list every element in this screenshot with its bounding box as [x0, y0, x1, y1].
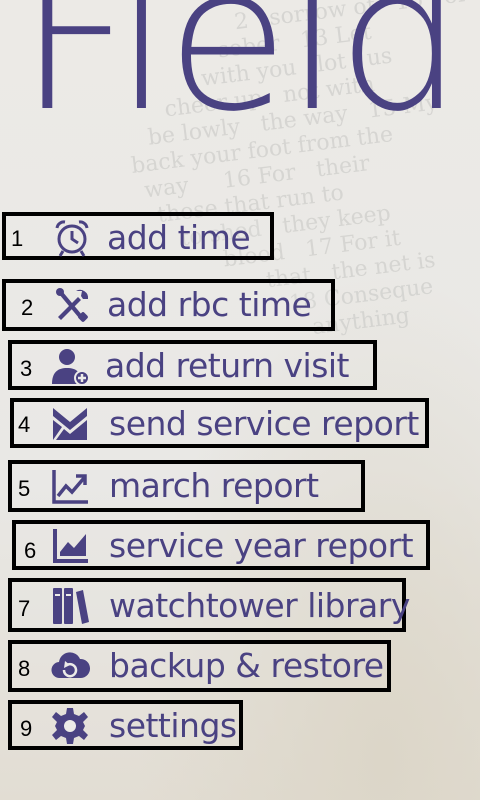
- app-title: Field S: [18, 0, 480, 156]
- gear-icon: [50, 706, 90, 746]
- menu-item-label: service year report: [109, 526, 414, 565]
- menu-item-label: watchtower library: [109, 586, 410, 625]
- library-books-icon: [50, 586, 90, 626]
- menu-item-label: settings: [109, 706, 237, 745]
- menu-item-service-year-report[interactable]: 6 service year report: [12, 520, 430, 570]
- menu-item-label: add time: [107, 218, 251, 257]
- menu-item-add-return-visit[interactable]: 3 add return visit: [8, 340, 377, 390]
- menu-item-march-report[interactable]: 5 march report: [8, 460, 365, 512]
- menu-item-label: send service report: [109, 404, 419, 443]
- menu-item-number: 9: [20, 716, 33, 741]
- area-chart-icon: [50, 526, 90, 566]
- send-mail-icon: [50, 404, 90, 444]
- menu-item-number: 5: [18, 476, 31, 501]
- menu-item-number: 3: [20, 356, 33, 381]
- menu-item-number: 6: [24, 538, 37, 563]
- menu-item-label: add return visit: [105, 346, 350, 385]
- line-chart-icon: [50, 466, 90, 506]
- add-person-icon: [50, 346, 90, 386]
- cloud-sync-icon: [50, 646, 90, 686]
- menu-item-send-service-report[interactable]: 4 send service report: [10, 398, 429, 448]
- menu-item-number: 4: [18, 412, 31, 437]
- menu-item-number: 8: [18, 656, 31, 681]
- menu-item-number: 1: [11, 226, 24, 251]
- menu-item-number: 2: [21, 295, 34, 320]
- menu-item-label: march report: [109, 466, 319, 505]
- menu-item-add-rbc-time[interactable]: 2 add rbc time: [2, 279, 335, 331]
- menu-item-number: 7: [18, 596, 31, 621]
- menu-item-watchtower-library[interactable]: 7 watchtower library: [8, 578, 410, 632]
- menu-item-add-time[interactable]: 1 add time: [2, 212, 274, 260]
- menu-item-settings[interactable]: 9 settings: [8, 700, 243, 750]
- menu-item-label: add rbc time: [107, 285, 312, 324]
- tools-icon: [52, 285, 92, 325]
- menu-item-backup-restore[interactable]: 8 backup & restore: [8, 640, 391, 692]
- menu-item-label: backup & restore: [109, 646, 384, 685]
- alarm-clock-icon: [52, 218, 92, 258]
